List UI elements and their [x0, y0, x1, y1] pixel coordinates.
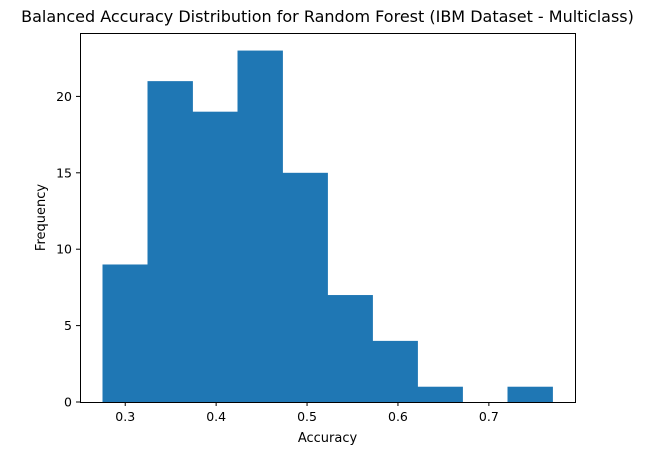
x-tick-label: 0.4	[206, 409, 226, 424]
x-tick-label: 0.7	[479, 409, 499, 424]
y-tick-label: 10	[56, 242, 72, 257]
y-tick-label: 15	[56, 165, 72, 180]
y-tick-label: 20	[56, 89, 72, 104]
axes-frame	[80, 33, 576, 403]
x-axis-ticks: 0.3 0.4 0.5 0.6 0.7	[115, 402, 499, 424]
x-tick-label: 0.5	[297, 409, 317, 424]
x-tick-label: 0.6	[388, 409, 408, 424]
histogram-bar	[372, 340, 418, 402]
histogram-bar	[237, 50, 283, 402]
histogram-bar	[192, 111, 238, 402]
x-axis-label: Accuracy	[298, 431, 358, 446]
histogram-bar	[102, 264, 148, 402]
histogram-bar	[417, 386, 463, 402]
histogram-bar	[147, 81, 193, 402]
x-tick-label: 0.3	[115, 409, 135, 424]
y-axis-ticks: 0 5 10 15 20	[56, 89, 80, 410]
histogram-bar	[327, 295, 373, 402]
y-tick-label: 5	[64, 318, 72, 333]
y-tick-label: 0	[64, 395, 72, 410]
histogram-bars	[102, 50, 553, 402]
histogram-bar	[282, 172, 328, 402]
y-axis-label: Frequency	[34, 184, 49, 251]
histogram-bar	[507, 386, 553, 402]
chart-title: Balanced Accuracy Distribution for Rando…	[21, 7, 634, 26]
